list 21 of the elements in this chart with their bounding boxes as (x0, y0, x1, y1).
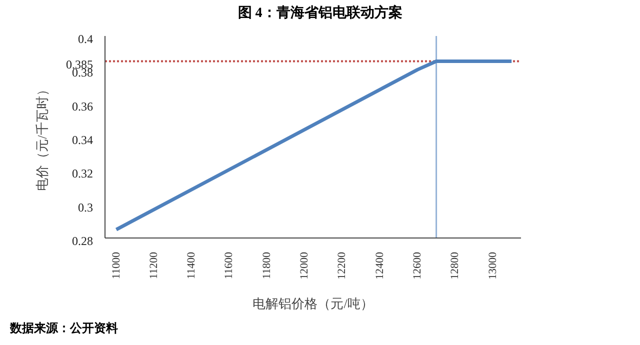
y-axis-title: 电价（元/千瓦时） (34, 83, 50, 191)
x-tick-label: 11800 (260, 252, 273, 280)
x-tick-label: 12600 (411, 252, 424, 280)
x-tick-label: 11400 (186, 252, 198, 280)
x-axis-title: 电解铝价格（元/吨） (252, 296, 374, 311)
chart-title: 图 4：青海省铝电联动方案 (236, 4, 404, 22)
y-tick-label: 0.32 (72, 166, 93, 181)
x-tick-label: 11600 (223, 252, 236, 280)
y-tick-label: 0.28 (72, 234, 93, 248)
y-tick-label: 0.36 (72, 99, 93, 114)
y-tick-label: 0.4 (78, 32, 93, 46)
x-tick-label: 12000 (298, 252, 311, 280)
x-tick-label: 11000 (110, 252, 122, 280)
y-tick-label: 0.34 (72, 133, 93, 147)
x-tick-label: 12800 (449, 252, 462, 280)
x-tick-label: 12200 (336, 252, 348, 280)
x-tick-label: 12400 (374, 252, 386, 280)
source-note: 数据来源：公开资料 (10, 320, 118, 337)
x-tick-label: 13000 (486, 252, 499, 280)
y-tick-label: 0.3 (78, 200, 93, 214)
x-tick-label: 11200 (148, 252, 160, 280)
